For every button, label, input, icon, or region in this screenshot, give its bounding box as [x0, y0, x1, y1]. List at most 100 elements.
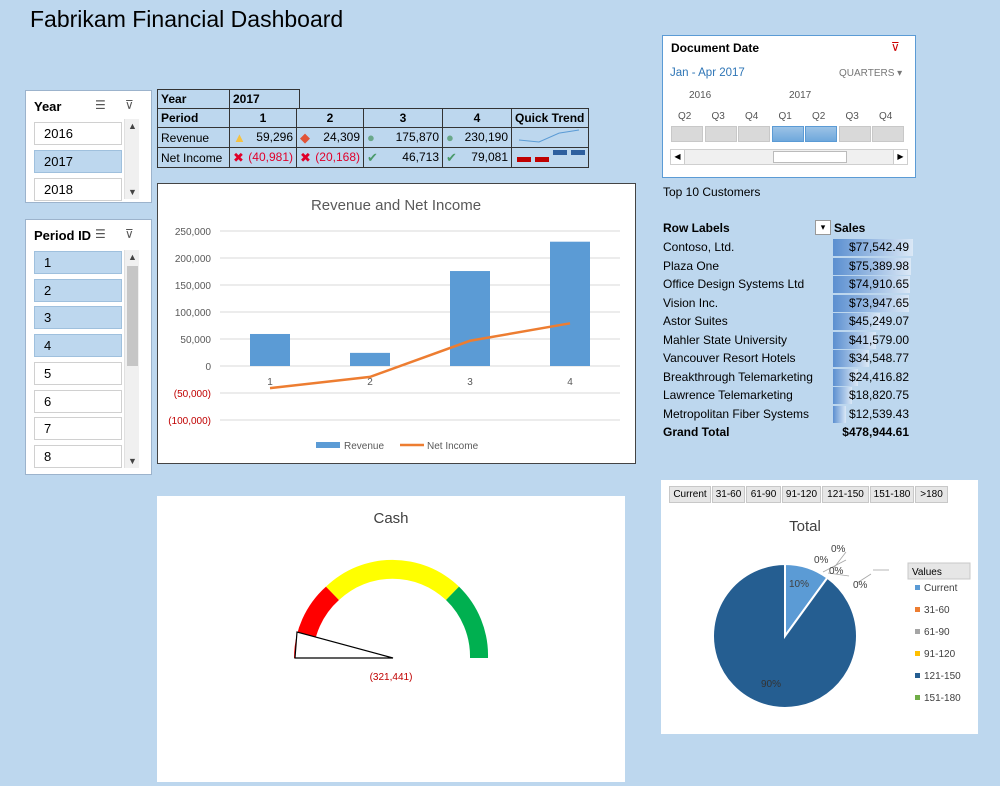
y-tick-label: 150,000: [175, 281, 212, 292]
timeline-title: Document Date: [671, 41, 760, 55]
timeline-quarter-cell[interactable]: [872, 126, 904, 142]
revenue-bar: [250, 333, 290, 366]
legend-header[interactable]: [907, 562, 971, 580]
circle-icon: ●: [367, 130, 375, 145]
cell-value: (20,168): [315, 149, 360, 164]
period-item-7[interactable]: 8: [34, 444, 122, 468]
cash-gauge: [294, 559, 489, 659]
customer-name: Vision Inc.: [663, 295, 719, 310]
customer-name: Astor Suites: [663, 314, 728, 328]
scroll-right-icon[interactable]: ▶: [893, 150, 907, 164]
timeline-quarter-cell[interactable]: [838, 126, 871, 142]
period-item-6[interactable]: 7: [34, 417, 122, 441]
timeline-quarter-cell[interactable]: [704, 126, 737, 142]
row-labels-header: Row Labels: [663, 221, 730, 235]
clear-filter-icon[interactable]: ⊽: [891, 40, 900, 54]
cell-value: 24,309: [323, 129, 360, 144]
check-mark-icon: ✔: [367, 149, 378, 165]
scroll-thumb[interactable]: [127, 266, 138, 366]
legend-net-income-label: Net Income: [427, 441, 479, 452]
pie-leader-line: [856, 573, 872, 584]
period-item-5[interactable]: 6: [34, 389, 122, 413]
cell-value: (40,981): [248, 149, 293, 164]
timeline-quarter-cell[interactable]: [771, 126, 804, 142]
period-item-1[interactable]: 2: [34, 278, 122, 302]
scroll-down-icon[interactable]: ▼: [128, 187, 137, 197]
y-tick-label: 0: [205, 362, 211, 373]
y-tick-label: 200,000: [175, 254, 212, 265]
sparkline-cell: [511, 127, 589, 148]
timeline-quarter-label: Q2: [678, 111, 692, 122]
legend-swatch: [915, 673, 920, 678]
aging-button-1[interactable]: 31-60: [712, 486, 745, 503]
scroll-up-icon[interactable]: ▲: [128, 252, 137, 262]
clear-filter-icon[interactable]: ⊽: [125, 227, 134, 241]
period-header-2: 3: [363, 108, 443, 128]
aging-button-4[interactable]: 121-150: [822, 486, 869, 503]
pie-slice: [712, 562, 858, 709]
x-mark-icon: ✖: [300, 149, 311, 165]
timeline-quarter-cell[interactable]: [738, 126, 770, 142]
gauge-green-band: [446, 586, 489, 658]
legend-swatch: [915, 695, 920, 700]
pie-data-label: 0%: [814, 555, 829, 566]
pie-data-label: 0%: [829, 566, 844, 577]
value-cell: ✖ (40,981): [229, 147, 297, 168]
legend-label: Current: [924, 583, 958, 594]
year-item-2[interactable]: 2018: [34, 178, 122, 201]
year-item-1[interactable]: 2017: [34, 150, 122, 173]
customer-name: Lawrence Telemarketing: [663, 388, 793, 402]
timeline-level-label: QUARTERS: [839, 68, 895, 79]
aging-button-5[interactable]: 151-180: [870, 486, 914, 503]
period-header-3: 4: [442, 108, 512, 128]
aging-button-0[interactable]: Current: [669, 486, 711, 503]
y-tick-label: 50,000: [180, 335, 211, 346]
pie-leader-line: [822, 559, 847, 573]
chart-title: Revenue and Net Income: [311, 197, 481, 214]
customer-name: Breakthrough Telemarketing: [663, 369, 813, 384]
year-slicer: Year ☰ ⊽ 2016 2017 2018 ▲ ▼: [25, 90, 152, 203]
year-item-0[interactable]: 2016: [34, 122, 122, 145]
scroll-down-icon[interactable]: ▼: [128, 456, 137, 466]
sort-filter-icon[interactable]: ▾: [815, 220, 831, 235]
x-tick-label: 2: [367, 377, 373, 388]
year-scrollbar[interactable]: ▲ ▼: [124, 119, 139, 199]
multi-select-icon[interactable]: ☰: [95, 98, 106, 112]
timeline-level-dropdown[interactable]: QUARTERS ▾: [839, 68, 903, 79]
multi-select-icon[interactable]: ☰: [95, 227, 106, 241]
value-cell: ✖ (20,168): [296, 147, 364, 168]
aging-button-6[interactable]: >180: [915, 486, 948, 503]
revenue-chart-panel: Revenue and Net Income 2 50,000 200,000 150,…: [157, 183, 636, 464]
customer-sales: $18,820.75: [848, 388, 909, 402]
revenue-chart: Revenue and Net Income 2 50,000 200,000 150,…: [168, 197, 620, 452]
value-cell: ● 230,190: [442, 127, 512, 148]
x-tick-label: 1: [267, 377, 273, 388]
customer-sales: $34,548.77: [848, 351, 909, 365]
y-tick-label: (100,000): [168, 416, 211, 427]
aging-button-2[interactable]: 61-90: [746, 486, 781, 503]
period-item-4[interactable]: 5: [34, 361, 122, 385]
timeline-quarter-cell[interactable]: [805, 126, 837, 142]
year-slicer-title: Year: [34, 99, 62, 114]
aging-button-3[interactable]: 91-120: [782, 486, 821, 503]
cell-value: 79,081: [471, 149, 508, 164]
sales-databar: [833, 405, 846, 423]
pie-data-label: 0%: [853, 580, 868, 591]
pie-title: Total: [789, 518, 821, 535]
net-income-line: [269, 322, 571, 390]
timeline-scroll-thumb[interactable]: [773, 151, 847, 163]
scroll-left-icon[interactable]: ◀: [671, 150, 685, 164]
period-scrollbar[interactable]: ▲ ▼: [124, 250, 139, 468]
pie-data-label: 10%: [789, 579, 809, 590]
period-item-3[interactable]: 4: [34, 334, 122, 358]
clear-filter-icon[interactable]: ⊽: [125, 98, 134, 112]
scroll-up-icon[interactable]: ▲: [128, 121, 137, 131]
customer-sales: $45,249.07: [848, 314, 909, 328]
customer-name: Office Design Systems Ltd: [663, 277, 805, 291]
customer-name: Vancouver Resort Hotels: [663, 351, 796, 365]
period-item-2[interactable]: 3: [34, 306, 122, 330]
timeline-quarter-cell[interactable]: [671, 126, 703, 142]
cash-gauge-panel: Cash (321,441): [157, 496, 625, 782]
period-item-0[interactable]: 1: [34, 251, 122, 274]
timeline-scrollbar[interactable]: ◀ ▶: [670, 149, 908, 165]
